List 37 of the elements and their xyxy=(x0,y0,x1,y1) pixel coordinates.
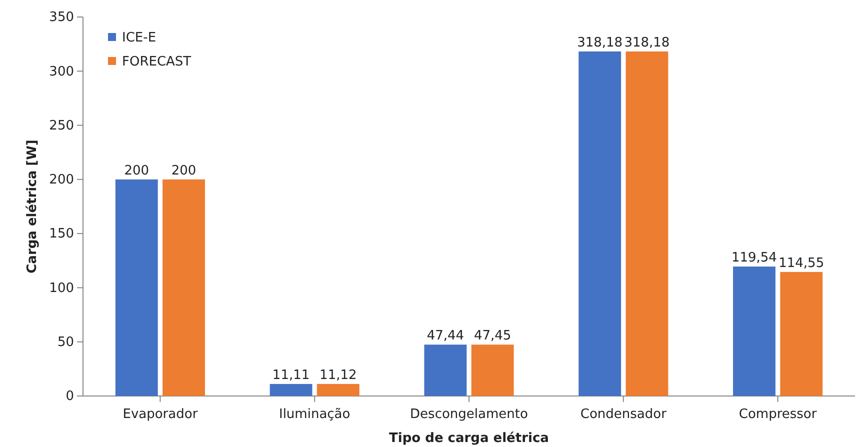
x-tick-label: Condensador xyxy=(580,407,668,422)
data-label: 318,18 xyxy=(577,35,623,50)
bar xyxy=(316,384,360,396)
y-tick-label: 250 xyxy=(49,118,74,134)
bar xyxy=(115,179,158,396)
data-label: 47,44 xyxy=(426,328,464,344)
y-tick-label: 150 xyxy=(49,226,74,242)
y-tick-label: 350 xyxy=(49,10,74,26)
data-label: 11,11 xyxy=(272,368,310,383)
bar xyxy=(780,272,823,396)
y-axis-title: Carga elétrica [W] xyxy=(25,140,40,274)
data-label: 11,12 xyxy=(320,368,357,383)
bar xyxy=(733,266,776,396)
legend-label: ICE-E xyxy=(122,30,156,46)
bar xyxy=(162,179,205,396)
y-tick-label: 0 xyxy=(66,389,74,404)
data-label: 47,45 xyxy=(474,328,512,344)
bar xyxy=(424,344,467,396)
data-label: 114,55 xyxy=(778,256,824,271)
x-tick-label: Iluminação xyxy=(278,407,350,422)
x-tick-label: Compressor xyxy=(738,407,818,422)
x-tick-label: Descongelamento xyxy=(410,407,528,422)
bar xyxy=(626,51,668,396)
bar xyxy=(471,344,514,396)
legend-label: FORECAST xyxy=(122,54,192,70)
data-label: 200 xyxy=(124,163,150,178)
data-label: 119,54 xyxy=(731,250,777,266)
x-axis-title: Tipo de carga elétrica xyxy=(389,431,549,446)
data-label: 318,18 xyxy=(624,35,670,50)
y-tick-label: 50 xyxy=(57,335,74,350)
y-tick-label: 200 xyxy=(49,172,74,188)
bar xyxy=(270,384,312,396)
data-label: 200 xyxy=(171,163,196,178)
y-tick-label: 300 xyxy=(49,64,74,80)
x-tick-label: Evaporador xyxy=(122,407,198,422)
y-tick-label: 100 xyxy=(49,280,74,296)
bar xyxy=(578,51,622,396)
